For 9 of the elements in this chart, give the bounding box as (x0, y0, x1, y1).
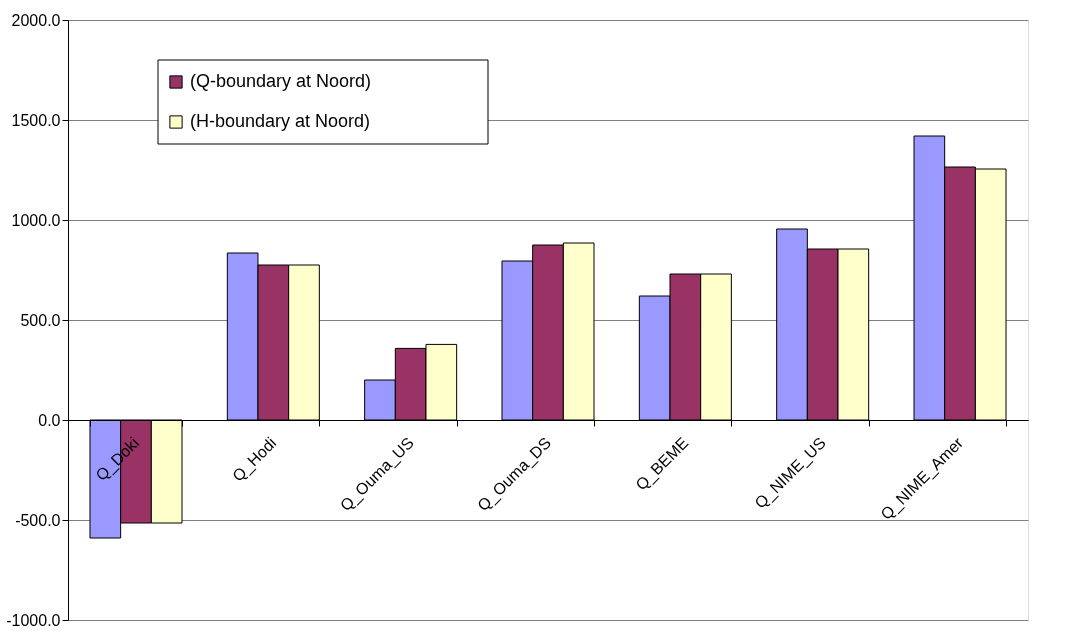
y-tick-label: 1000.0 (11, 211, 61, 229)
y-tick-label: 500.0 (20, 311, 61, 329)
y-tick-label: 0.0 (38, 411, 61, 429)
y-tick-label: 1500.0 (11, 111, 61, 129)
legend-label: (Q-boundary at Noord) (190, 71, 372, 91)
legend-label: (H-boundary at Noord) (190, 111, 371, 131)
y-tick-label: 2000.0 (11, 11, 61, 29)
y-tick-label: -500.0 (15, 511, 61, 529)
y-tick-label: -1000.0 (6, 611, 61, 629)
